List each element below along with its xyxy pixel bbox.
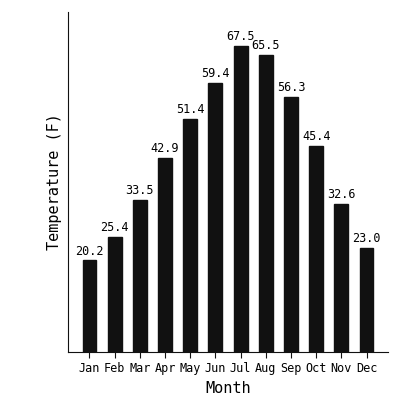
Bar — [108, 237, 122, 352]
Bar — [234, 46, 248, 352]
Text: 56.3: 56.3 — [277, 81, 305, 94]
Text: 59.4: 59.4 — [201, 67, 230, 80]
Text: 51.4: 51.4 — [176, 103, 204, 116]
Bar — [284, 97, 298, 352]
Bar — [334, 204, 348, 352]
Bar — [309, 146, 323, 352]
Text: 20.2: 20.2 — [75, 245, 104, 258]
Text: 42.9: 42.9 — [151, 142, 179, 155]
Text: 33.5: 33.5 — [126, 184, 154, 198]
Bar — [158, 158, 172, 352]
Bar — [183, 119, 197, 352]
Text: 67.5: 67.5 — [226, 30, 255, 43]
Text: 65.5: 65.5 — [252, 39, 280, 52]
Bar — [259, 55, 273, 352]
Bar — [133, 200, 147, 352]
Bar — [360, 248, 374, 352]
Text: 45.4: 45.4 — [302, 130, 330, 144]
Bar — [208, 83, 222, 352]
Text: 23.0: 23.0 — [352, 232, 381, 245]
Bar — [82, 260, 96, 352]
Y-axis label: Temperature (F): Temperature (F) — [48, 114, 62, 250]
Text: 25.4: 25.4 — [100, 221, 129, 234]
X-axis label: Month: Month — [205, 381, 251, 396]
Text: 32.6: 32.6 — [327, 188, 356, 202]
